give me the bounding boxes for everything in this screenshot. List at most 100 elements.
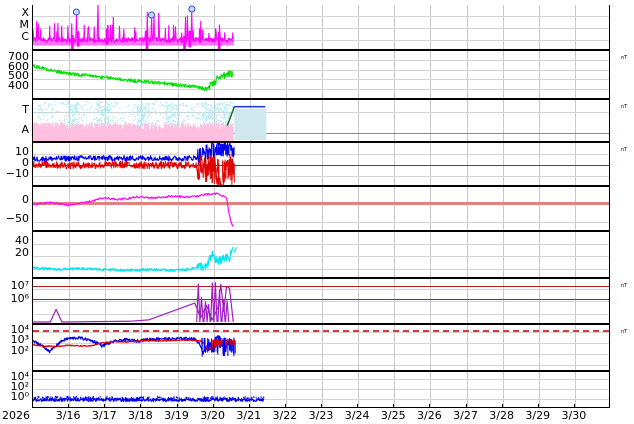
- horizontal-gridline: [33, 222, 609, 223]
- horizontal-gridline: [33, 89, 609, 90]
- panel-separator: [33, 185, 609, 187]
- horizontal-gridline: [33, 389, 609, 390]
- panel-magnetic-field-bz: [33, 142, 609, 186]
- vertical-gridline: [69, 5, 71, 408]
- threshold-line: [33, 165, 609, 166]
- x-axis-tick-label: 3/21: [236, 409, 262, 422]
- panel-separator: [33, 370, 609, 372]
- y-axis-tick-label: 10⁷: [10, 279, 29, 293]
- panel-separator: [33, 49, 609, 51]
- horizontal-gridline: [33, 301, 609, 302]
- vertical-gridline: [358, 5, 360, 408]
- y-axis-tick-label: 10³: [10, 333, 29, 347]
- y-axis-tick-label: 10⁶: [10, 291, 29, 305]
- x-axis-tick-label: 3/25: [380, 409, 406, 422]
- horizontal-gridline: [33, 40, 609, 41]
- horizontal-gridline: [33, 176, 609, 177]
- y-axis-tick-label: 10⁰: [10, 389, 29, 403]
- y-axis-tick-label: A: [21, 122, 29, 136]
- y-axis-tick-label: −50: [5, 212, 29, 226]
- y-axis-tick-label: 40: [15, 234, 29, 248]
- vertical-gridline: [538, 5, 540, 408]
- vertical-gridline: [105, 5, 107, 408]
- x-axis-tick: [393, 404, 395, 408]
- y-axis-tick-label: 0: [22, 155, 29, 169]
- x-axis-tick-label: 3/27: [453, 409, 478, 422]
- y-axis-unit-label: nT: [621, 147, 628, 153]
- x-axis-tick: [248, 404, 250, 408]
- horizontal-gridline: [33, 256, 609, 257]
- vertical-gridline: [213, 5, 215, 408]
- vertical-gridline: [249, 5, 251, 408]
- y-axis-unit-label: nT: [621, 55, 628, 61]
- y-axis-tick-label: 10²: [10, 379, 29, 393]
- panel-separator: [33, 141, 609, 143]
- x-axis-tick: [465, 404, 467, 408]
- horizontal-gridline: [33, 365, 609, 366]
- y-axis-tick-label: M: [19, 18, 30, 32]
- x-axis-tick-label: 3/23: [308, 409, 334, 422]
- horizontal-gridline: [33, 60, 609, 61]
- panel-solar-wind-speed: [33, 50, 609, 99]
- series-low-energy-flux: [33, 395, 265, 402]
- horizontal-gridline: [33, 343, 609, 344]
- panel-proton-temperature: [33, 99, 609, 142]
- panel-magnetic-phi: [33, 186, 609, 231]
- x-axis-tick-label: 3/18: [128, 409, 153, 422]
- horizontal-gridline: [33, 112, 609, 113]
- horizontal-gridline: [33, 269, 609, 270]
- y-axis-tick-label: 10⁴: [10, 322, 29, 336]
- x-axis-tick: [429, 404, 431, 408]
- y-axis-tick-label: −10: [5, 166, 29, 180]
- x-axis-tick: [104, 404, 106, 408]
- panel-separator: [33, 277, 609, 279]
- horizontal-gridline: [33, 70, 609, 71]
- series-temperature-alpha: [33, 101, 267, 142]
- horizontal-gridline: [33, 28, 609, 29]
- horizontal-gridline: [33, 314, 609, 315]
- plot-area: [32, 5, 610, 408]
- horizontal-gridline: [33, 154, 609, 155]
- x-axis-tick: [357, 404, 359, 408]
- threshold-line: [33, 286, 609, 287]
- y-axis-unit-label: nT: [621, 283, 628, 289]
- horizontal-gridline: [33, 79, 609, 80]
- x-axis-tick-label: 3/26: [417, 409, 442, 422]
- y-axis-tick-label: T: [22, 102, 29, 116]
- x-axis-year-label: 2026: [2, 409, 30, 422]
- x-axis-tick-label: 3/28: [489, 409, 514, 422]
- series-imf-bz: [33, 142, 235, 186]
- horizontal-gridline: [33, 16, 609, 17]
- vertical-gridline: [466, 5, 468, 408]
- panel-separator: [33, 230, 609, 232]
- series-wind-speed: [33, 64, 234, 92]
- flare-marker: [72, 8, 80, 16]
- x-axis-tick: [140, 404, 142, 408]
- flare-marker: [147, 11, 155, 19]
- y-axis-tick-label: 500: [8, 69, 29, 83]
- y-axis-tick-label: 10: [15, 144, 29, 158]
- x-axis-tick: [212, 404, 214, 408]
- x-axis-tick: [537, 404, 539, 408]
- x-axis-tick: [176, 404, 178, 408]
- panel-electron-flux-high: [33, 278, 609, 324]
- threshold-line: [33, 133, 609, 134]
- panel-xray-flux: [33, 5, 609, 50]
- series-xray-flux: [33, 5, 234, 50]
- panel-proton-density: [33, 231, 609, 278]
- panel-separator: [33, 98, 609, 100]
- horizontal-gridline: [33, 354, 609, 355]
- x-axis-tick-label: 3/17: [91, 409, 117, 422]
- y-axis-tick-label: 400: [8, 79, 29, 93]
- vertical-gridline: [322, 5, 323, 408]
- horizontal-gridline: [33, 332, 609, 333]
- horizontal-gridline: [33, 244, 609, 245]
- vertical-gridline: [394, 5, 396, 408]
- y-axis-tick-label: 600: [8, 59, 29, 73]
- threshold-line: [33, 299, 609, 300]
- x-axis-tick-label: 3/19: [164, 409, 189, 422]
- x-axis-tick: [284, 404, 286, 408]
- x-axis-tick: [321, 404, 322, 408]
- series-electron-flux: [33, 281, 234, 323]
- series-proton-flux: [33, 335, 236, 357]
